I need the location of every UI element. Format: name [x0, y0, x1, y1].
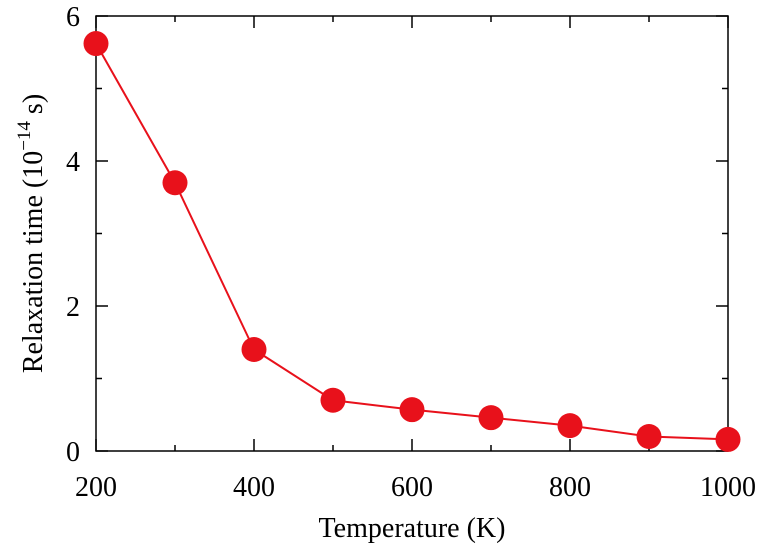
y-tick-label: 2: [66, 292, 80, 323]
x-tick-label: 1000: [700, 472, 756, 503]
plot-border: [95, 15, 729, 452]
data-point: [399, 397, 425, 423]
y-axis-title-exponent: −14: [14, 121, 35, 151]
data-point: [636, 424, 662, 449]
series-layer: [83, 31, 741, 452]
series-line: [95, 43, 729, 441]
tick-labels: 200 400 600 800 1000 0 2 4 6: [66, 2, 756, 503]
y-tick-label: 0: [66, 437, 80, 468]
x-tick-label: 800: [549, 472, 591, 503]
y-axis-title: Relaxation time (10−14 s): [14, 94, 49, 373]
x-tick-label: 600: [391, 472, 433, 503]
data-point: [83, 31, 109, 57]
data-point: [715, 426, 741, 452]
y-tick-label: 6: [66, 2, 80, 33]
data-point: [320, 387, 346, 413]
y-tick-label: 4: [66, 147, 80, 178]
y-axis-title-unit: s): [18, 94, 49, 121]
data-point: [241, 337, 267, 362]
y-axis-title-main: Relaxation time (10: [18, 151, 49, 373]
data-point: [162, 170, 188, 196]
x-tick-label: 400: [233, 472, 275, 503]
axis-ticks: [95, 15, 729, 452]
data-point: [478, 405, 504, 431]
plot-frame: [95, 15, 729, 452]
x-axis-title: Temperature (K): [319, 513, 506, 544]
data-point: [557, 413, 583, 439]
x-tick-label: 200: [75, 472, 117, 503]
